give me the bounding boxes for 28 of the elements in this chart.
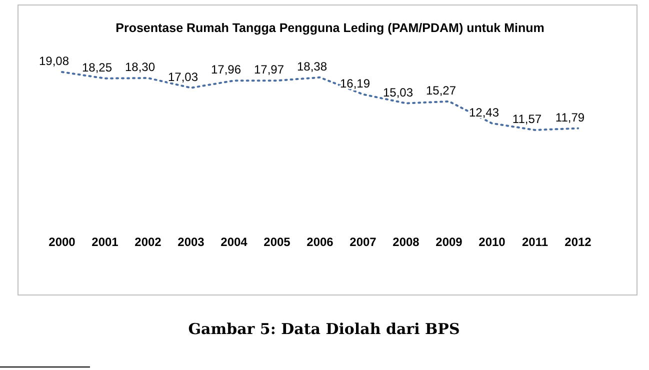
x-tick-label: 2008 <box>392 235 420 249</box>
data-label: 15,27 <box>426 83 456 98</box>
data-label: 17,97 <box>254 62 284 77</box>
data-label: 16,19 <box>340 76 370 90</box>
data-label: 18,25 <box>82 60 112 74</box>
x-tick-label: 2002 <box>134 235 162 249</box>
data-label: 17,96 <box>210 62 242 77</box>
x-tick-label: 2000 <box>48 235 76 249</box>
x-tick-label: 2003 <box>178 235 205 249</box>
data-label: 17,03 <box>168 70 198 84</box>
data-label: 19,08 <box>38 54 70 68</box>
x-tick-label: 2005 <box>264 235 291 249</box>
x-tick-label: 2010 <box>478 235 506 249</box>
data-label: 15,03 <box>382 85 414 100</box>
x-tick-label: 2006 <box>306 235 334 249</box>
data-label: 18,30 <box>124 60 156 74</box>
x-tick-label: 2009 <box>436 235 463 249</box>
x-tick-label: 2004 <box>220 235 248 249</box>
data-label: 12,43 <box>468 105 500 120</box>
x-tick-label: 2012 <box>564 235 592 249</box>
x-tick-label: 2001 <box>92 235 119 249</box>
chart-title: Prosentase Rumah Tangga Pengguna Leding (PAM/PDAM) untuk Minum <box>116 21 544 35</box>
data-label: 11,79 <box>555 110 585 124</box>
data-label: 18,38 <box>296 59 328 74</box>
text: Gambar 5: Data Diolah dari BPS <box>188 320 460 338</box>
data-label: 11,57 <box>512 112 542 126</box>
x-tick-label: 2007 <box>350 235 377 249</box>
x-tick-label: 2011 <box>522 235 548 249</box>
